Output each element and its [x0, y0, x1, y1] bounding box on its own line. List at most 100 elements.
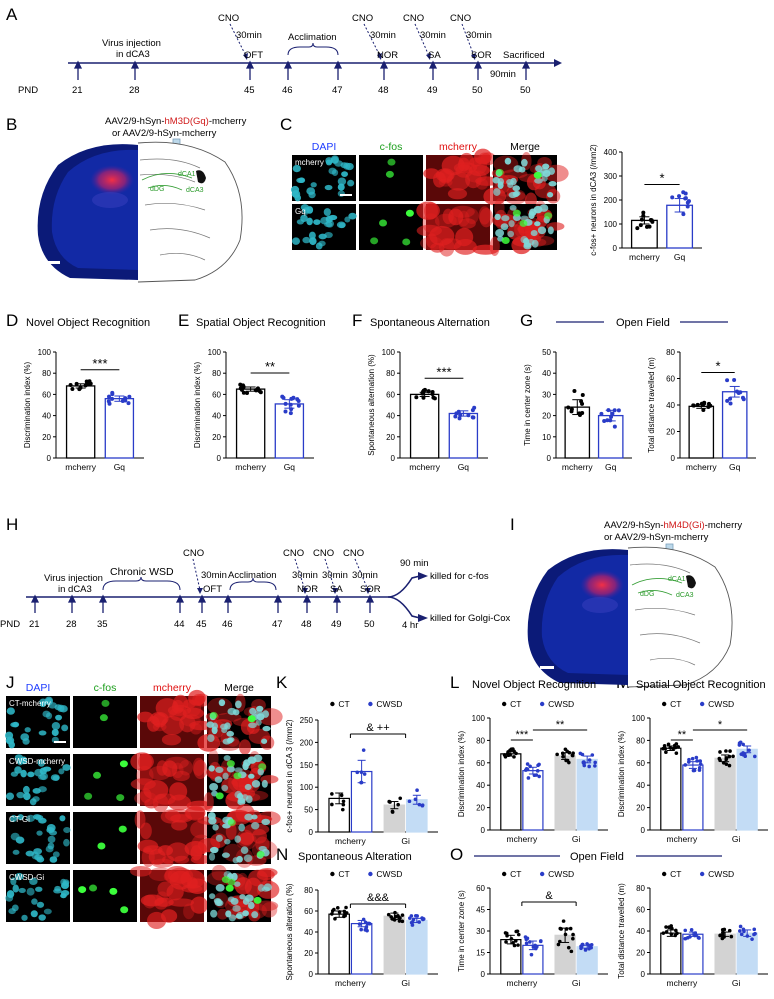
micro-j-row-label-0: CT-mcherry — [9, 699, 51, 708]
point-k — [330, 802, 334, 807]
xtick-e-0: mcherry — [235, 462, 266, 472]
event-nor-a: NOR — [377, 50, 398, 61]
pnd-label-a: PND — [18, 85, 38, 96]
point-o1 — [525, 936, 530, 941]
legend-cwsd-marker — [699, 701, 705, 707]
point-o2 — [689, 928, 694, 932]
ytick-g1: 0 — [547, 454, 552, 463]
tick-a-5: 48 — [378, 85, 389, 96]
point-o2 — [667, 925, 671, 929]
point-l — [525, 767, 530, 772]
point-m — [727, 763, 732, 768]
ytick-f: 100 — [382, 348, 396, 357]
point-c-0 — [638, 223, 643, 228]
legend-ct-marker — [501, 871, 507, 877]
scale-bar-b — [46, 261, 60, 264]
point-o1 — [504, 931, 509, 936]
point-l — [567, 750, 572, 755]
point-o1 — [509, 936, 514, 941]
ytick-e: 60 — [212, 390, 221, 399]
legend-ct-label: CT — [338, 699, 349, 709]
point-k — [359, 780, 364, 785]
micro-j-tile-1-2 — [130, 752, 213, 813]
ytick-o1: 45 — [476, 906, 485, 915]
tick-a-0: 21 — [72, 85, 83, 96]
point-e-1 — [291, 395, 296, 400]
micro-j-tile-3-2 — [130, 865, 208, 930]
point-o1 — [580, 942, 585, 947]
point-l — [581, 760, 586, 764]
point-k — [361, 748, 366, 752]
title-f: Spontaneous Alternation — [370, 317, 490, 329]
point-k — [417, 802, 422, 807]
event-sacrificed-a: Sacrificed — [503, 50, 545, 61]
event-oft-h: OFT — [203, 584, 222, 595]
point-m — [691, 768, 696, 773]
micro-j-tile-2-1 — [73, 812, 137, 864]
point-g2-0 — [706, 404, 711, 409]
point-c-1 — [681, 190, 686, 195]
ytick-o1: 15 — [476, 949, 485, 958]
bar-d-Gq — [104, 397, 135, 459]
point-o1 — [568, 926, 573, 931]
bar-o2-Gi-ct — [714, 933, 736, 975]
timeline-a: PND 21 28 45 46 47 48 49 50 50 Virus inj… — [18, 13, 562, 96]
point-m — [698, 759, 703, 763]
micro-j-tile-3-0 — [5, 870, 70, 922]
ytick-o2: 80 — [636, 884, 645, 893]
micro-c-tile-1-0 — [291, 204, 357, 250]
legend-cwsd-label: CWSD — [376, 699, 402, 709]
event-90min-h: 90 min — [400, 558, 429, 569]
panel-label-n: N — [276, 845, 288, 864]
ytick-n: 20 — [304, 949, 313, 958]
point-m — [718, 750, 722, 754]
micro-j-tile-0-1 — [73, 696, 137, 748]
point-o2 — [752, 927, 757, 932]
ytick-o2: 60 — [636, 906, 645, 915]
point-k — [355, 770, 360, 775]
ylabel-f: Spontaneous alternation (%) — [367, 354, 376, 456]
bar-f-mcherry — [409, 393, 440, 459]
tick-h-8: 49 — [331, 619, 342, 630]
bar-o2-Gi-cwsd — [736, 932, 758, 975]
point-c-0 — [644, 224, 649, 229]
point-g2-0 — [706, 401, 711, 406]
xtick-c-1: Gq — [674, 252, 686, 262]
point-d-1 — [110, 396, 115, 401]
tick-a-8: 50 — [520, 85, 531, 96]
legend-cwsd-label: CWSD — [376, 869, 402, 879]
point-e-1 — [283, 409, 288, 414]
xtick-o2-1: Gi — [732, 978, 741, 988]
ytick-c: 300 — [604, 172, 618, 181]
point-c-0 — [649, 218, 654, 223]
bar-l-mcherry-ct — [500, 753, 522, 831]
xtick-k-1: Gi — [401, 836, 410, 846]
point-o2 — [720, 936, 725, 941]
legend-ct-label: CT — [338, 869, 349, 879]
ytick-o2: 0 — [641, 970, 646, 979]
point-o2 — [664, 925, 668, 929]
xtick-l-1: Gi — [572, 834, 581, 844]
point-n — [366, 921, 370, 926]
point-o1 — [524, 941, 529, 946]
xtick-k-0: mcherry — [335, 836, 366, 846]
ytick-l: 0 — [481, 826, 486, 835]
point-n — [330, 909, 335, 913]
point-l — [571, 751, 575, 756]
tick-h-0: 21 — [29, 619, 40, 630]
point-m — [661, 746, 665, 751]
point-n — [357, 922, 362, 926]
point-d-1 — [110, 390, 115, 395]
point-m — [738, 740, 743, 745]
point-k — [388, 800, 392, 804]
point-c-1 — [683, 196, 688, 201]
point-k — [407, 799, 412, 804]
legend-ct-marker — [330, 871, 335, 877]
xtick-n-1: Gi — [401, 978, 410, 988]
point-g2-1 — [728, 401, 733, 406]
point-c-1 — [670, 195, 675, 200]
point-o1 — [515, 929, 520, 934]
brain-section-i: AAV2/9-hSyn-hM4D(Gi)-mcherry or AAV2/9-h… — [527, 520, 742, 688]
